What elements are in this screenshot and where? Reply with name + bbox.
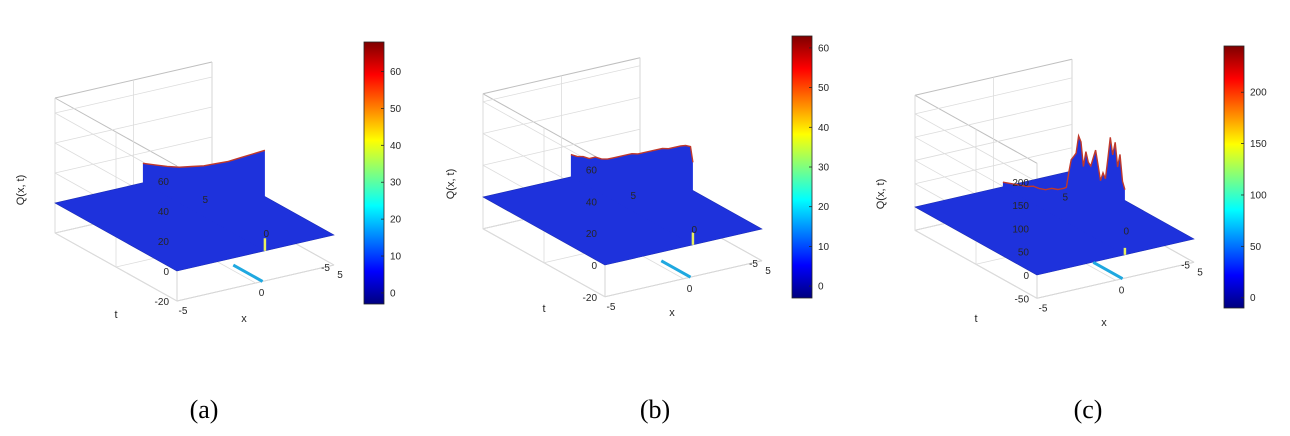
panel-a-plot: -20 0 20 40 60 -5 0 5 -5 0 5: [54, 61, 343, 317]
t-tick-label: -5: [1181, 260, 1190, 271]
surface-plane: [914, 170, 1195, 276]
z-tick-label: 40: [586, 197, 598, 208]
panel-a-colorbar: 0 10 20 30 40 50 60: [363, 41, 402, 305]
z-tick-label: -20: [583, 293, 598, 304]
colorbar-tick-label: 50: [1250, 242, 1262, 253]
t-tick-label: -5: [321, 263, 330, 274]
x-tick-label: 5: [1197, 267, 1203, 278]
colorbar-gradient: [1223, 45, 1245, 309]
colorbar-tick-label: 10: [390, 252, 402, 263]
panel-c-xlabel: x: [1101, 317, 1107, 329]
colorbar-tick-label: 40: [818, 123, 830, 134]
x-tick-label: 0: [687, 284, 693, 295]
z-tick-label: 0: [591, 261, 597, 272]
colorbar-tick-label: 20: [390, 215, 402, 226]
panel-b-plot: -20 0 20 40 60 -5 0 5 -5 0 5: [482, 57, 771, 313]
x-tick-label: -5: [607, 302, 616, 313]
panel-b-caption: (b): [640, 395, 670, 424]
panel-a-caption: (a): [190, 395, 219, 424]
t-tick-label: 5: [630, 191, 636, 202]
colorbar-tick-label: 0: [818, 282, 824, 293]
tgrid-line-floor: [604, 260, 763, 298]
colorbar-tick-label: 100: [1250, 190, 1267, 201]
t-tick-label: 0: [1123, 226, 1129, 237]
colorbar-tick-label: 30: [818, 163, 830, 174]
z-tick-label: 60: [158, 177, 170, 188]
wave-trace-floor: [660, 259, 692, 279]
wave-crest-edge: [570, 144, 694, 163]
z-tick-label: -20: [155, 297, 170, 308]
z-tick-label: 50: [1018, 248, 1030, 259]
colorbar-tick-label: 40: [390, 141, 402, 152]
panel-b: -20 0 20 40 60 -5 0 5 -5 0 5 Q(x, t) t x 0 10 20 30 40…: [445, 35, 830, 424]
z-tick-label: 40: [158, 207, 170, 218]
colorbar-gradient: [363, 41, 385, 305]
x-tick-label: 5: [765, 266, 771, 277]
x-tick-label: 0: [1119, 285, 1125, 296]
t-tick-label: 0: [263, 229, 269, 240]
panel-a: -20 0 20 40 60 -5 0 5 -5 0 5 Q(x, t) t x 0 10 20 30 40…: [15, 41, 402, 424]
colorbar-tick-label: 50: [390, 104, 402, 115]
wave-trace-floor: [232, 263, 264, 283]
z-tick-label: 0: [1023, 271, 1029, 282]
wave-wall: [142, 150, 265, 251]
panel-c-caption: (c): [1074, 395, 1103, 424]
tgrid-line-floor: [1036, 261, 1195, 299]
colorbar-tick-label: 10: [818, 242, 830, 253]
wave-wall: [570, 145, 693, 245]
wave-trace-floor: [1092, 261, 1124, 280]
colorbar-tick-label: 0: [390, 288, 396, 299]
panel-a-xlabel: x: [241, 313, 247, 325]
x-tick-label: -5: [179, 306, 188, 317]
z-tick-label: 150: [1012, 201, 1029, 212]
tgrid-line-floor: [176, 264, 335, 302]
panel-b-zlabel: Q(x, t): [445, 169, 457, 200]
panel-c-colorbar: 0 50 100 150 200: [1223, 45, 1267, 309]
x-tick-label: 5: [337, 270, 343, 281]
z-tick-label: 0: [163, 267, 169, 278]
colorbar-tick-label: 60: [818, 43, 830, 54]
z-tick-label: 20: [586, 229, 598, 240]
t-tick-label: -5: [749, 259, 758, 270]
panel-b-xlabel: x: [669, 307, 675, 319]
colorbar-tick-label: 30: [390, 178, 402, 189]
colorbar-tick-label: 0: [1250, 293, 1256, 304]
z-tick-label: 60: [586, 166, 598, 177]
panel-b-ylabel: t: [542, 303, 545, 315]
colorbar-tick-label: 60: [390, 67, 402, 78]
colorbar-tick-label: 200: [1250, 88, 1267, 99]
t-tick-label: 0: [691, 225, 697, 236]
panel-a-ylabel: t: [114, 309, 117, 321]
panel-b-colorbar: 0 10 20 30 40 50 60: [791, 35, 830, 299]
panel-a-zlabel: Q(x, t): [15, 175, 27, 206]
z-tick-label: 20: [158, 237, 170, 248]
z-tick-label: 200: [1012, 178, 1029, 189]
colorbar-tick-label: 20: [818, 202, 830, 213]
colorbar-tick-label: 150: [1250, 139, 1267, 150]
wave-crest-edge: [142, 149, 266, 168]
panel-c-ylabel: t: [974, 313, 977, 325]
t-tick-label: 5: [202, 195, 208, 206]
z-tick-label: 100: [1012, 224, 1029, 235]
z-tick-label: -50: [1015, 294, 1030, 305]
x-tick-label: 0: [259, 288, 265, 299]
wave-wall: [1002, 135, 1125, 255]
x-tick-label: -5: [1039, 303, 1048, 314]
wave-crest-edge: [1002, 133, 1126, 191]
panel-c-zlabel: Q(x, t): [875, 179, 887, 210]
colorbar-tick-label: 50: [818, 83, 830, 94]
t-tick-label: 5: [1062, 192, 1068, 203]
